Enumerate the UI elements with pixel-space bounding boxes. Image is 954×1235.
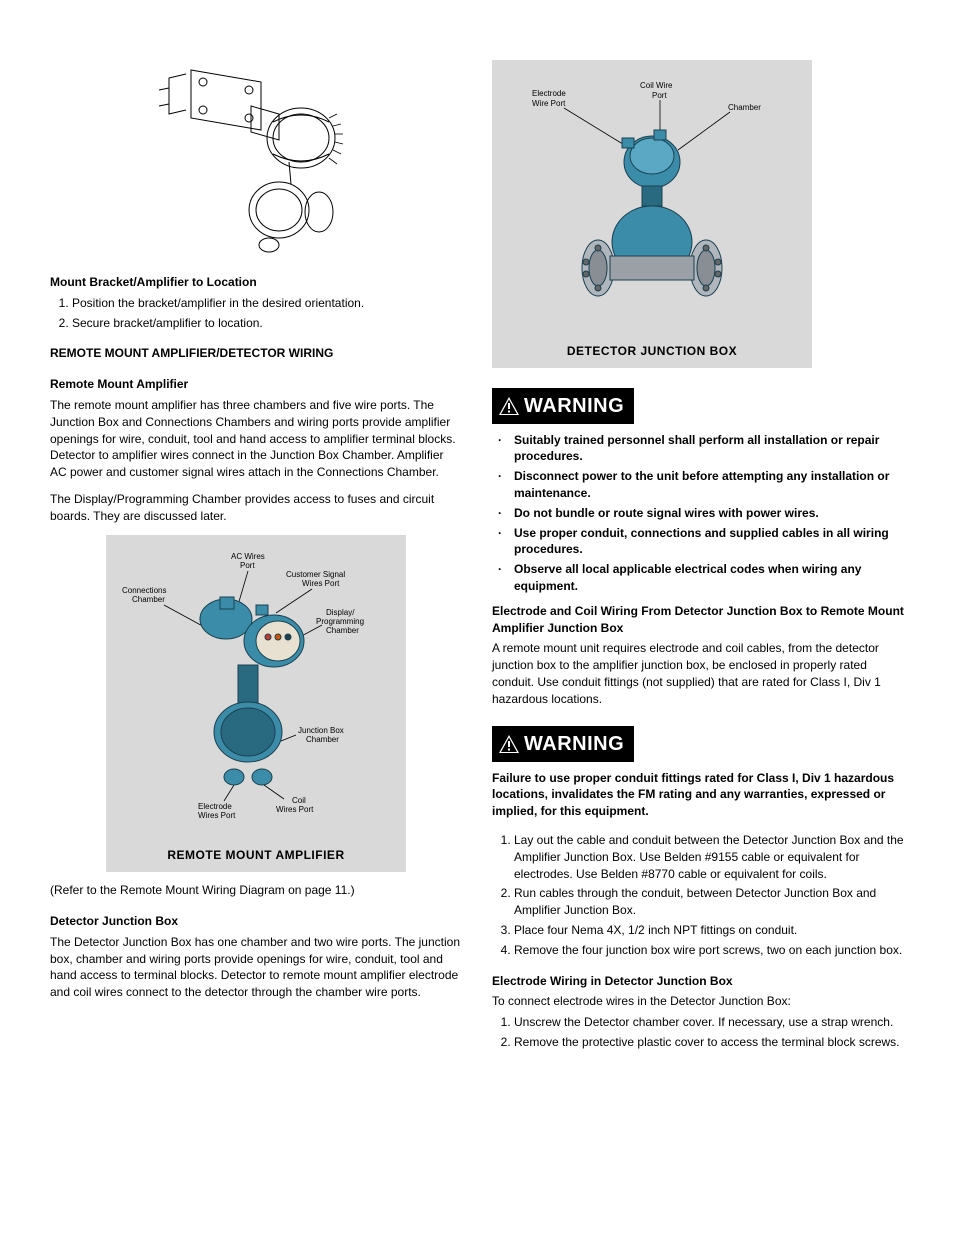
warning-triangle-icon <box>498 396 520 416</box>
list-item: Suitably trained personnel shall perform… <box>514 432 904 466</box>
svg-text:Electrode: Electrode <box>198 802 232 811</box>
bracket-amplifier-drawing <box>151 60 361 260</box>
warning-label: WARNING <box>492 726 634 762</box>
procedure-steps: Lay out the cable and conduit between th… <box>492 832 904 959</box>
ewd-intro: To connect electrode wires in the Detect… <box>492 993 904 1010</box>
remote-mount-amplifier-figure: AC Wires Port Customer Signal Wires Port… <box>106 535 406 873</box>
svg-text:Wires Port: Wires Port <box>302 579 340 588</box>
mount-steps-list: Position the bracket/amplifier in the de… <box>50 295 462 332</box>
list-item: Use proper conduit, connections and supp… <box>514 525 904 559</box>
rma-heading: Remote Mount Amplifier <box>50 376 462 393</box>
figure-caption: REMOTE MOUNT AMPLIFIER <box>114 847 398 864</box>
detector-junction-box-figure: Electrode Wire Port Coil Wire Port Chamb… <box>492 60 812 368</box>
svg-text:Display/: Display/ <box>326 608 355 617</box>
mount-heading: Mount Bracket/Amplifier to Location <box>50 274 462 291</box>
svg-text:Chamber: Chamber <box>306 735 339 744</box>
list-item: Observe all local applicable electrical … <box>514 561 904 595</box>
section-heading: REMOTE MOUNT AMPLIFIER/DETECTOR WIRING <box>50 345 462 362</box>
djb-heading: Detector Junction Box <box>50 913 462 930</box>
warning-text: WARNING <box>524 392 624 420</box>
svg-text:Chamber: Chamber <box>132 595 165 604</box>
ecw-para: A remote mount unit requires electrode a… <box>492 640 904 707</box>
svg-text:Chamber: Chamber <box>326 626 359 635</box>
ecw-heading: Electrode and Coil Wiring From Detector … <box>492 603 904 637</box>
svg-text:Wire Port: Wire Port <box>532 99 566 108</box>
svg-text:Chamber: Chamber <box>728 103 761 112</box>
svg-text:Coil: Coil <box>292 796 306 805</box>
svg-text:Customer Signal: Customer Signal <box>286 570 345 579</box>
svg-text:Electrode: Electrode <box>532 89 566 98</box>
list-item: Lay out the cable and conduit between th… <box>514 832 904 882</box>
warning-bullets: Suitably trained personnel shall perform… <box>492 432 904 595</box>
figure-caption: DETECTOR JUNCTION BOX <box>500 343 804 360</box>
svg-text:Coil Wire: Coil Wire <box>640 81 673 90</box>
ewd-heading: Electrode Wiring in Detector Junction Bo… <box>492 973 904 990</box>
list-item: Remove the protective plastic cover to a… <box>514 1034 904 1051</box>
list-item: Secure bracket/amplifier to location. <box>72 315 462 332</box>
svg-text:Connections: Connections <box>122 586 166 595</box>
warning-text: WARNING <box>524 730 624 758</box>
warning-triangle-icon <box>498 734 520 754</box>
svg-text:AC Wires: AC Wires <box>231 552 265 561</box>
svg-text:Wires Port: Wires Port <box>276 805 314 814</box>
warning-label: WARNING <box>492 388 634 424</box>
svg-text:Port: Port <box>652 91 667 100</box>
refer-note: (Refer to the Remote Mount Wiring Diagra… <box>50 882 462 899</box>
svg-text:Wires Port: Wires Port <box>198 811 236 820</box>
rma-para1: The remote mount amplifier has three cha… <box>50 397 462 481</box>
list-item: Place four Nema 4X, 1/2 inch NPT fitting… <box>514 922 904 939</box>
svg-text:Programming: Programming <box>316 617 364 626</box>
djb-para: The Detector Junction Box has one chambe… <box>50 934 462 1001</box>
svg-text:Port: Port <box>240 561 255 570</box>
list-item: Run cables through the conduit, between … <box>514 885 904 919</box>
warning2-para: Failure to use proper conduit fittings r… <box>492 770 904 820</box>
list-item: Remove the four junction box wire port s… <box>514 942 904 959</box>
ewd-steps: Unscrew the Detector chamber cover. If n… <box>492 1014 904 1051</box>
list-item: Disconnect power to the unit before atte… <box>514 468 904 502</box>
rma-para2: The Display/Programming Chamber provides… <box>50 491 462 525</box>
svg-text:Junction Box: Junction Box <box>298 726 344 735</box>
list-item: Do not bundle or route signal wires with… <box>514 505 904 522</box>
list-item: Unscrew the Detector chamber cover. If n… <box>514 1014 904 1031</box>
list-item: Position the bracket/amplifier in the de… <box>72 295 462 312</box>
